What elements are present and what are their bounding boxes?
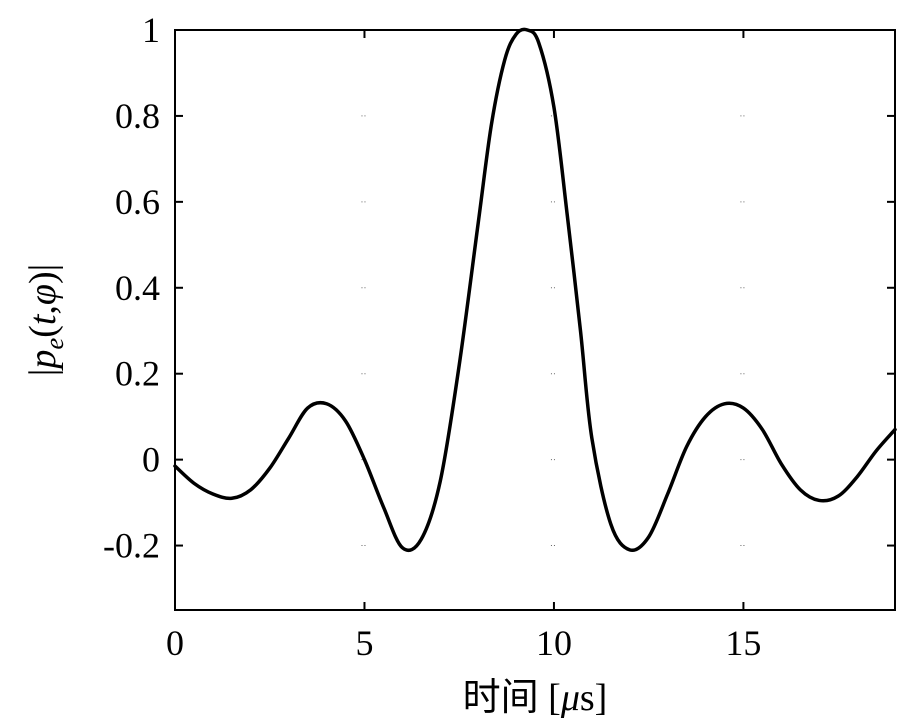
x-tick-label: 5: [355, 623, 373, 663]
y-tick-label: 0.2: [115, 354, 160, 394]
line-chart: 0 5 10 15 -0.2 0 0.2 0.4 0.6 0.8 1 时间 [μs] |pe(t,φ)|: [0, 0, 916, 723]
x-axis-label: 时间 [μs]: [463, 677, 608, 719]
x-tick-label: 15: [725, 623, 761, 663]
x-tick-label: 10: [536, 623, 572, 663]
y-tick-label: 0.4: [115, 268, 160, 308]
y-tick-label: -0.2: [103, 526, 160, 566]
y-tick-label: 0.6: [115, 182, 160, 222]
chart-container: 0 5 10 15 -0.2 0 0.2 0.4 0.6 0.8 1 时间 [μs] |pe(t,φ)|: [0, 0, 916, 723]
y-tick-label: 1: [142, 10, 160, 50]
x-tick-label: 0: [166, 623, 184, 663]
y-tick-label: 0.8: [115, 96, 160, 136]
y-tick-label: 0: [142, 440, 160, 480]
y-axis-label: |pe(t,φ)|: [22, 264, 69, 376]
